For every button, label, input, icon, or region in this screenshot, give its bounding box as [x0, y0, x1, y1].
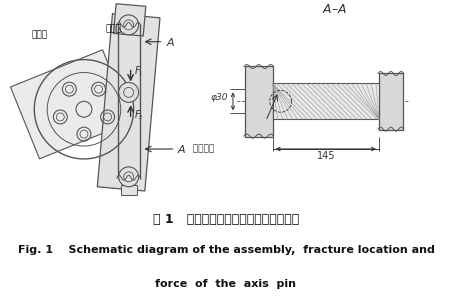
Text: 图 1   轴销装配，断裂位置与受力示意图: 图 1 轴销装配，断裂位置与受力示意图	[152, 213, 299, 226]
Text: Fig. 1    Schematic diagram of the assembly,  fracture location and: Fig. 1 Schematic diagram of the assembly…	[18, 245, 433, 255]
Bar	[244, 66, 272, 137]
Text: 合位置: 合位置	[31, 30, 47, 39]
Polygon shape	[113, 4, 146, 36]
Text: 分位置: 分位置	[106, 24, 122, 33]
Text: force  of  the  axis  pin: force of the axis pin	[155, 279, 296, 289]
Polygon shape	[10, 50, 131, 159]
Circle shape	[119, 15, 138, 35]
Text: $F$: $F$	[133, 63, 141, 75]
Text: 145: 145	[316, 151, 334, 161]
Bar	[272, 83, 378, 119]
Text: $A$–$A$: $A$–$A$	[321, 4, 346, 16]
Text: $_{2}$: $_{2}$	[137, 114, 142, 122]
Polygon shape	[97, 14, 160, 191]
Text: $A$: $A$	[177, 143, 186, 155]
Text: $F$: $F$	[133, 108, 141, 120]
Circle shape	[119, 167, 138, 187]
Circle shape	[119, 83, 138, 102]
Text: $_{1}$: $_{1}$	[137, 69, 142, 78]
Bar	[378, 72, 402, 130]
Bar	[120, 185, 136, 195]
Text: φ30: φ30	[210, 93, 227, 102]
Text: $A$: $A$	[166, 36, 175, 48]
Text: 断裂位置: 断裂位置	[187, 145, 214, 153]
